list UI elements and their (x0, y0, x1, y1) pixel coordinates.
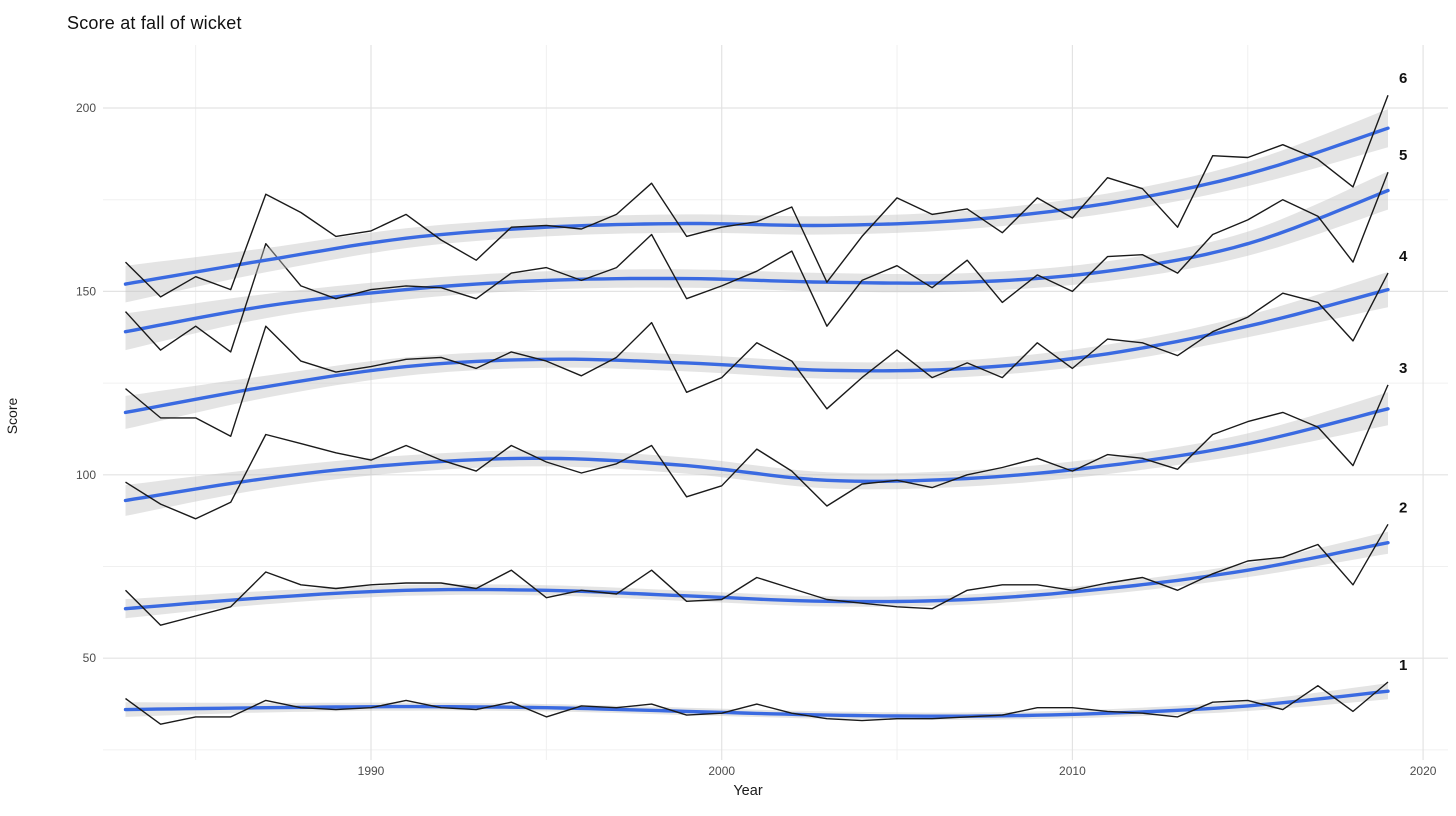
y-tick-label: 150 (76, 284, 96, 298)
data-line (124, 171, 1389, 353)
smooth-trend-line (123, 126, 1390, 286)
data-line (125, 681, 1389, 725)
y-tick-label: 200 (76, 101, 96, 115)
series-end-label: 4 (1399, 248, 1408, 265)
smooth-trend-line (123, 287, 1390, 415)
y-axis-title: Score (4, 397, 20, 435)
confidence-ribbon (125, 531, 1388, 619)
chart-title: Score at fall of wicket (67, 13, 242, 33)
smooth-trend-line (123, 407, 1390, 503)
y-tick-label: 100 (76, 468, 96, 482)
x-tick-label: 2010 (1059, 764, 1086, 778)
series-end-label: 2 (1399, 499, 1407, 516)
data-line (125, 94, 1389, 298)
y-tick-label: 50 (83, 651, 97, 665)
series-wicket-5: 5 (123, 147, 1407, 353)
series-wicket-6: 6 (123, 70, 1407, 303)
x-tick-label: 2020 (1410, 764, 1437, 778)
smooth-trend-line (123, 188, 1390, 334)
x-axis-title: Year (733, 783, 763, 799)
series-end-label: 5 (1399, 147, 1407, 164)
smooth-trend-line (123, 541, 1390, 611)
confidence-ribbon (125, 109, 1388, 303)
x-tick-label: 2000 (708, 764, 735, 778)
smooth-trend-line (123, 689, 1390, 718)
series-end-label: 1 (1399, 657, 1407, 674)
series-end-label: 3 (1399, 360, 1407, 377)
series-wicket-1: 1 (123, 657, 1407, 725)
confidence-ribbon (125, 392, 1388, 516)
confidence-ribbon (125, 683, 1388, 720)
data-line (125, 272, 1389, 437)
data-line (125, 523, 1389, 626)
series-wicket-2: 2 (123, 499, 1407, 626)
series-end-label: 6 (1399, 70, 1407, 87)
x-tick-label: 1990 (358, 764, 385, 778)
confidence-ribbon (125, 171, 1388, 351)
series-wicket-3: 3 (123, 360, 1407, 520)
series-wicket-4: 4 (123, 248, 1408, 437)
data-line (125, 384, 1389, 520)
